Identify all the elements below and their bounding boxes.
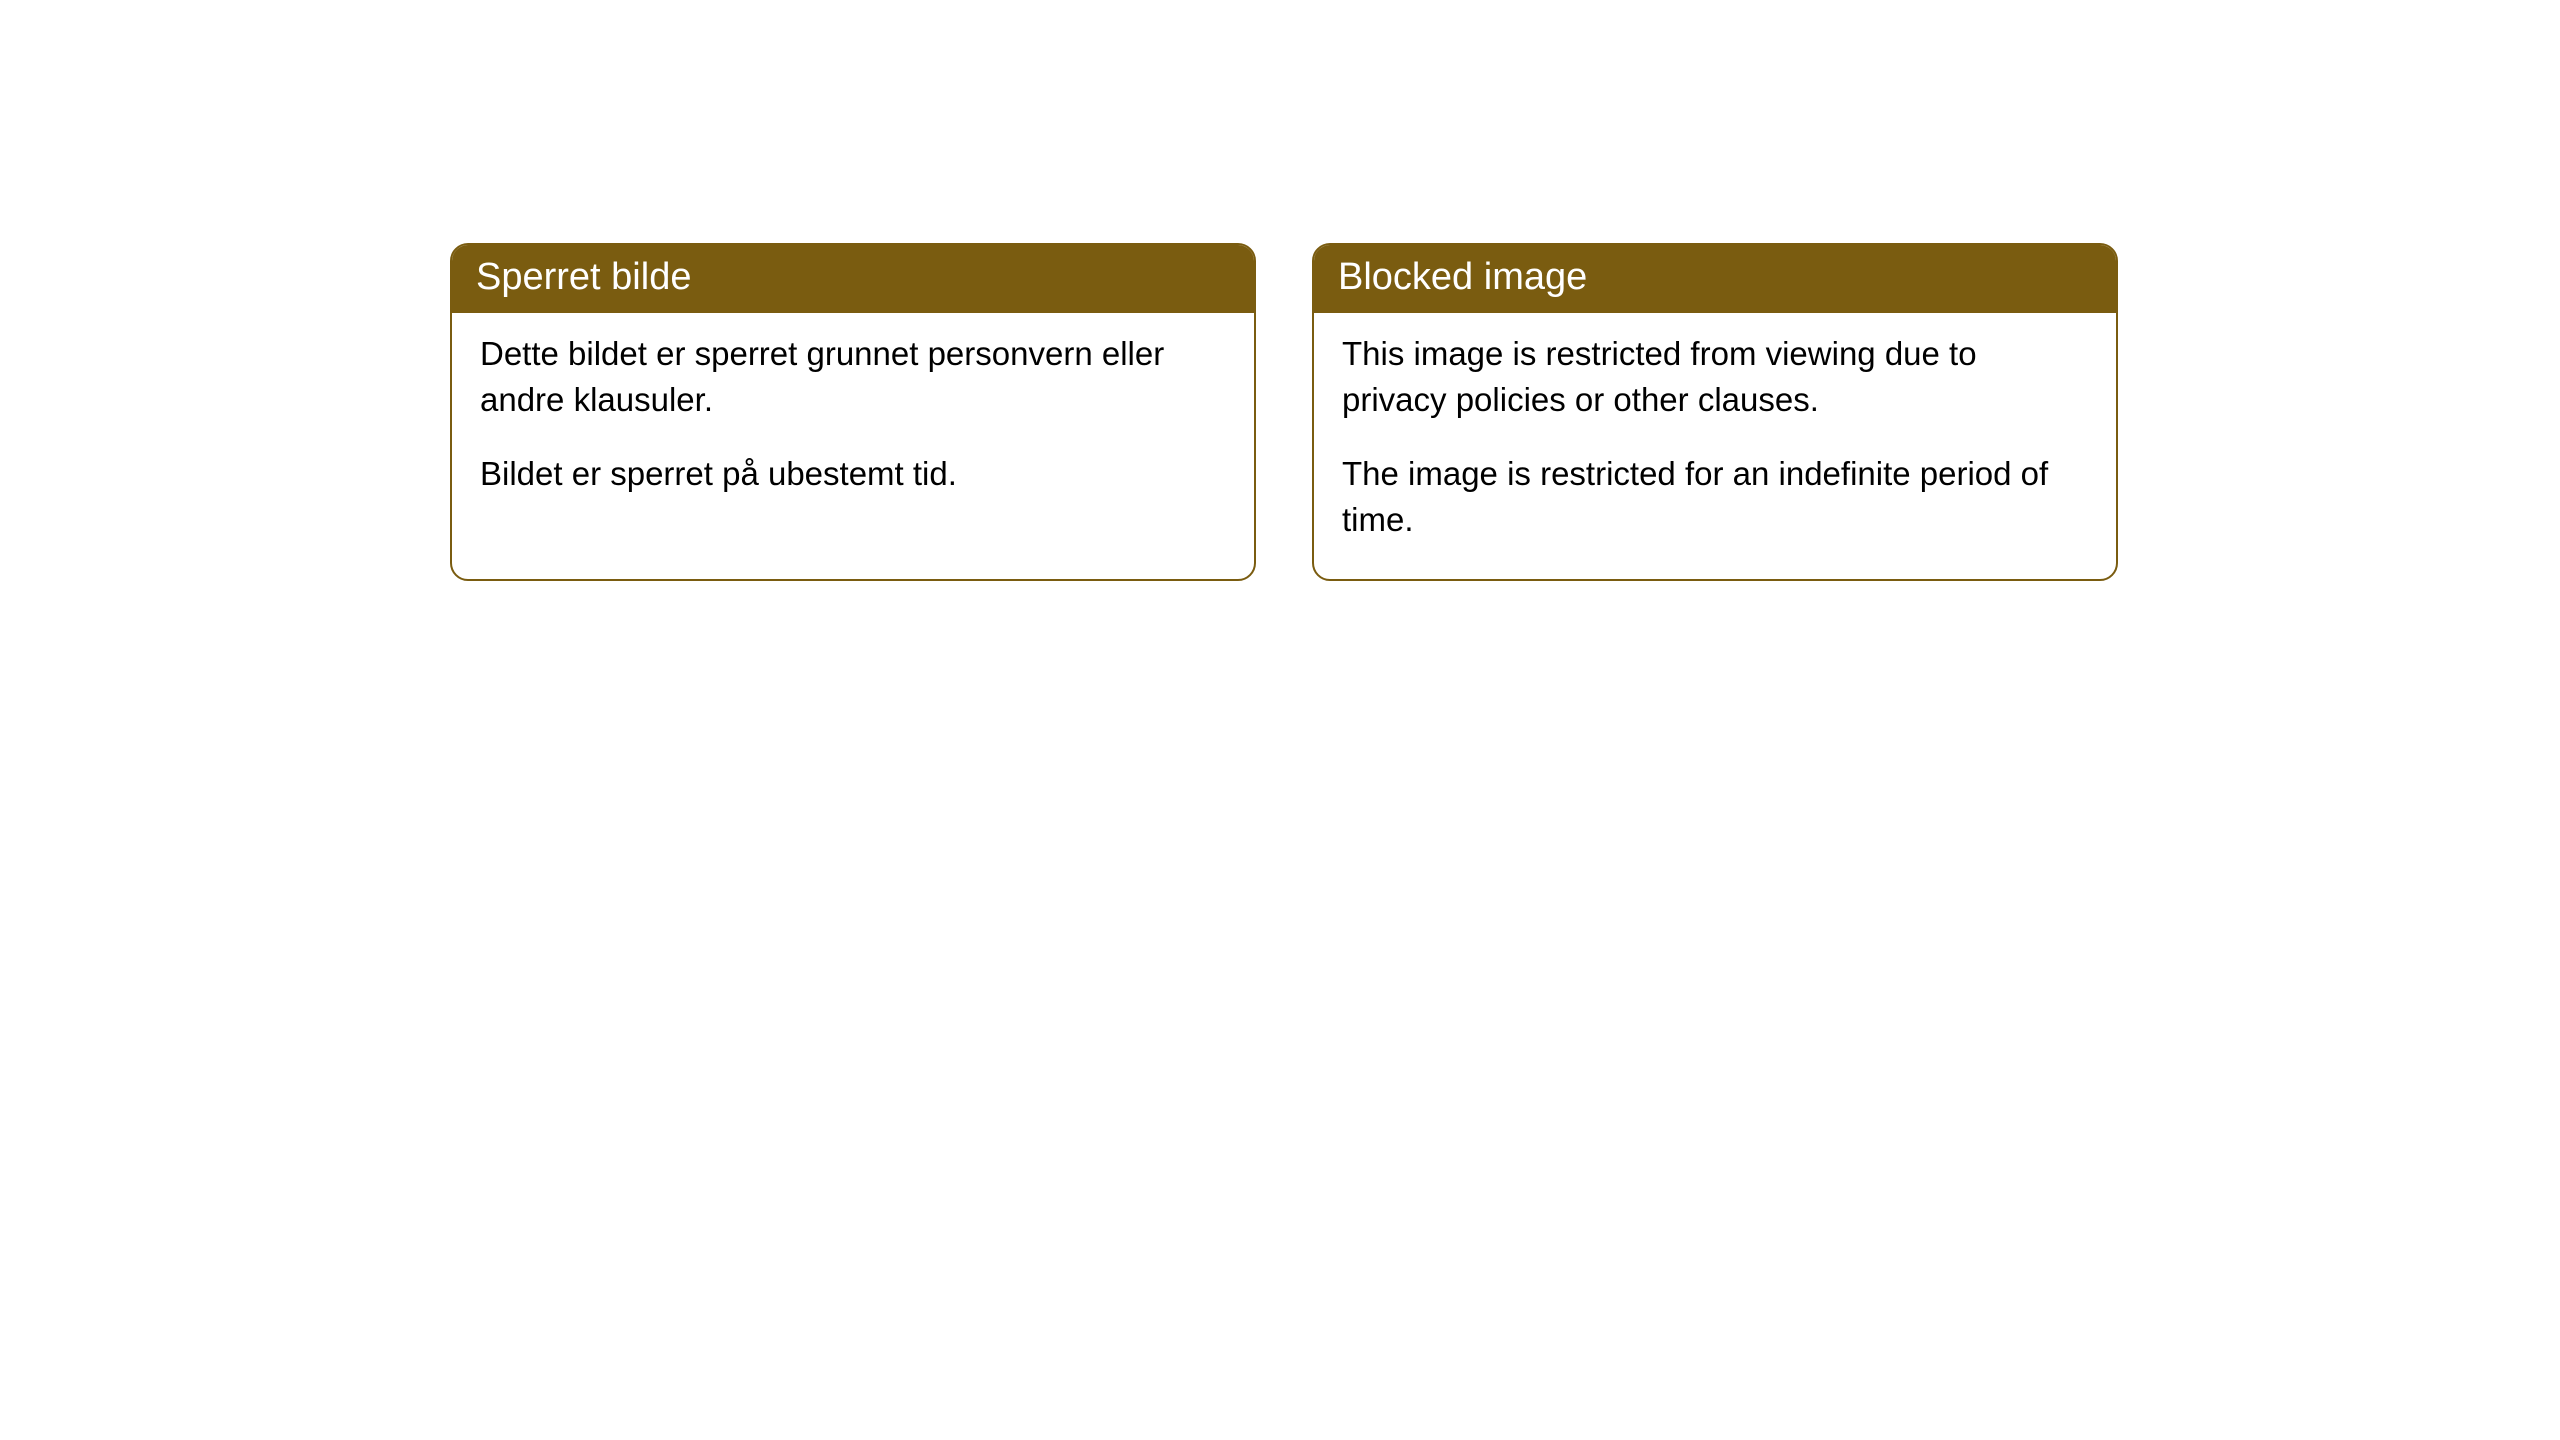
notice-paragraph: The image is restricted for an indefinit… [1342, 451, 2088, 543]
notice-body: This image is restricted from viewing du… [1314, 313, 2116, 580]
notice-card-norwegian: Sperret bilde Dette bildet er sperret gr… [450, 243, 1256, 581]
notice-paragraph: Bildet er sperret på ubestemt tid. [480, 451, 1226, 497]
notice-paragraph: This image is restricted from viewing du… [1342, 331, 2088, 423]
notice-header: Sperret bilde [452, 245, 1254, 313]
notice-card-english: Blocked image This image is restricted f… [1312, 243, 2118, 581]
notice-body: Dette bildet er sperret grunnet personve… [452, 313, 1254, 534]
notice-paragraph: Dette bildet er sperret grunnet personve… [480, 331, 1226, 423]
notice-header: Blocked image [1314, 245, 2116, 313]
notice-container: Sperret bilde Dette bildet er sperret gr… [450, 243, 2118, 581]
